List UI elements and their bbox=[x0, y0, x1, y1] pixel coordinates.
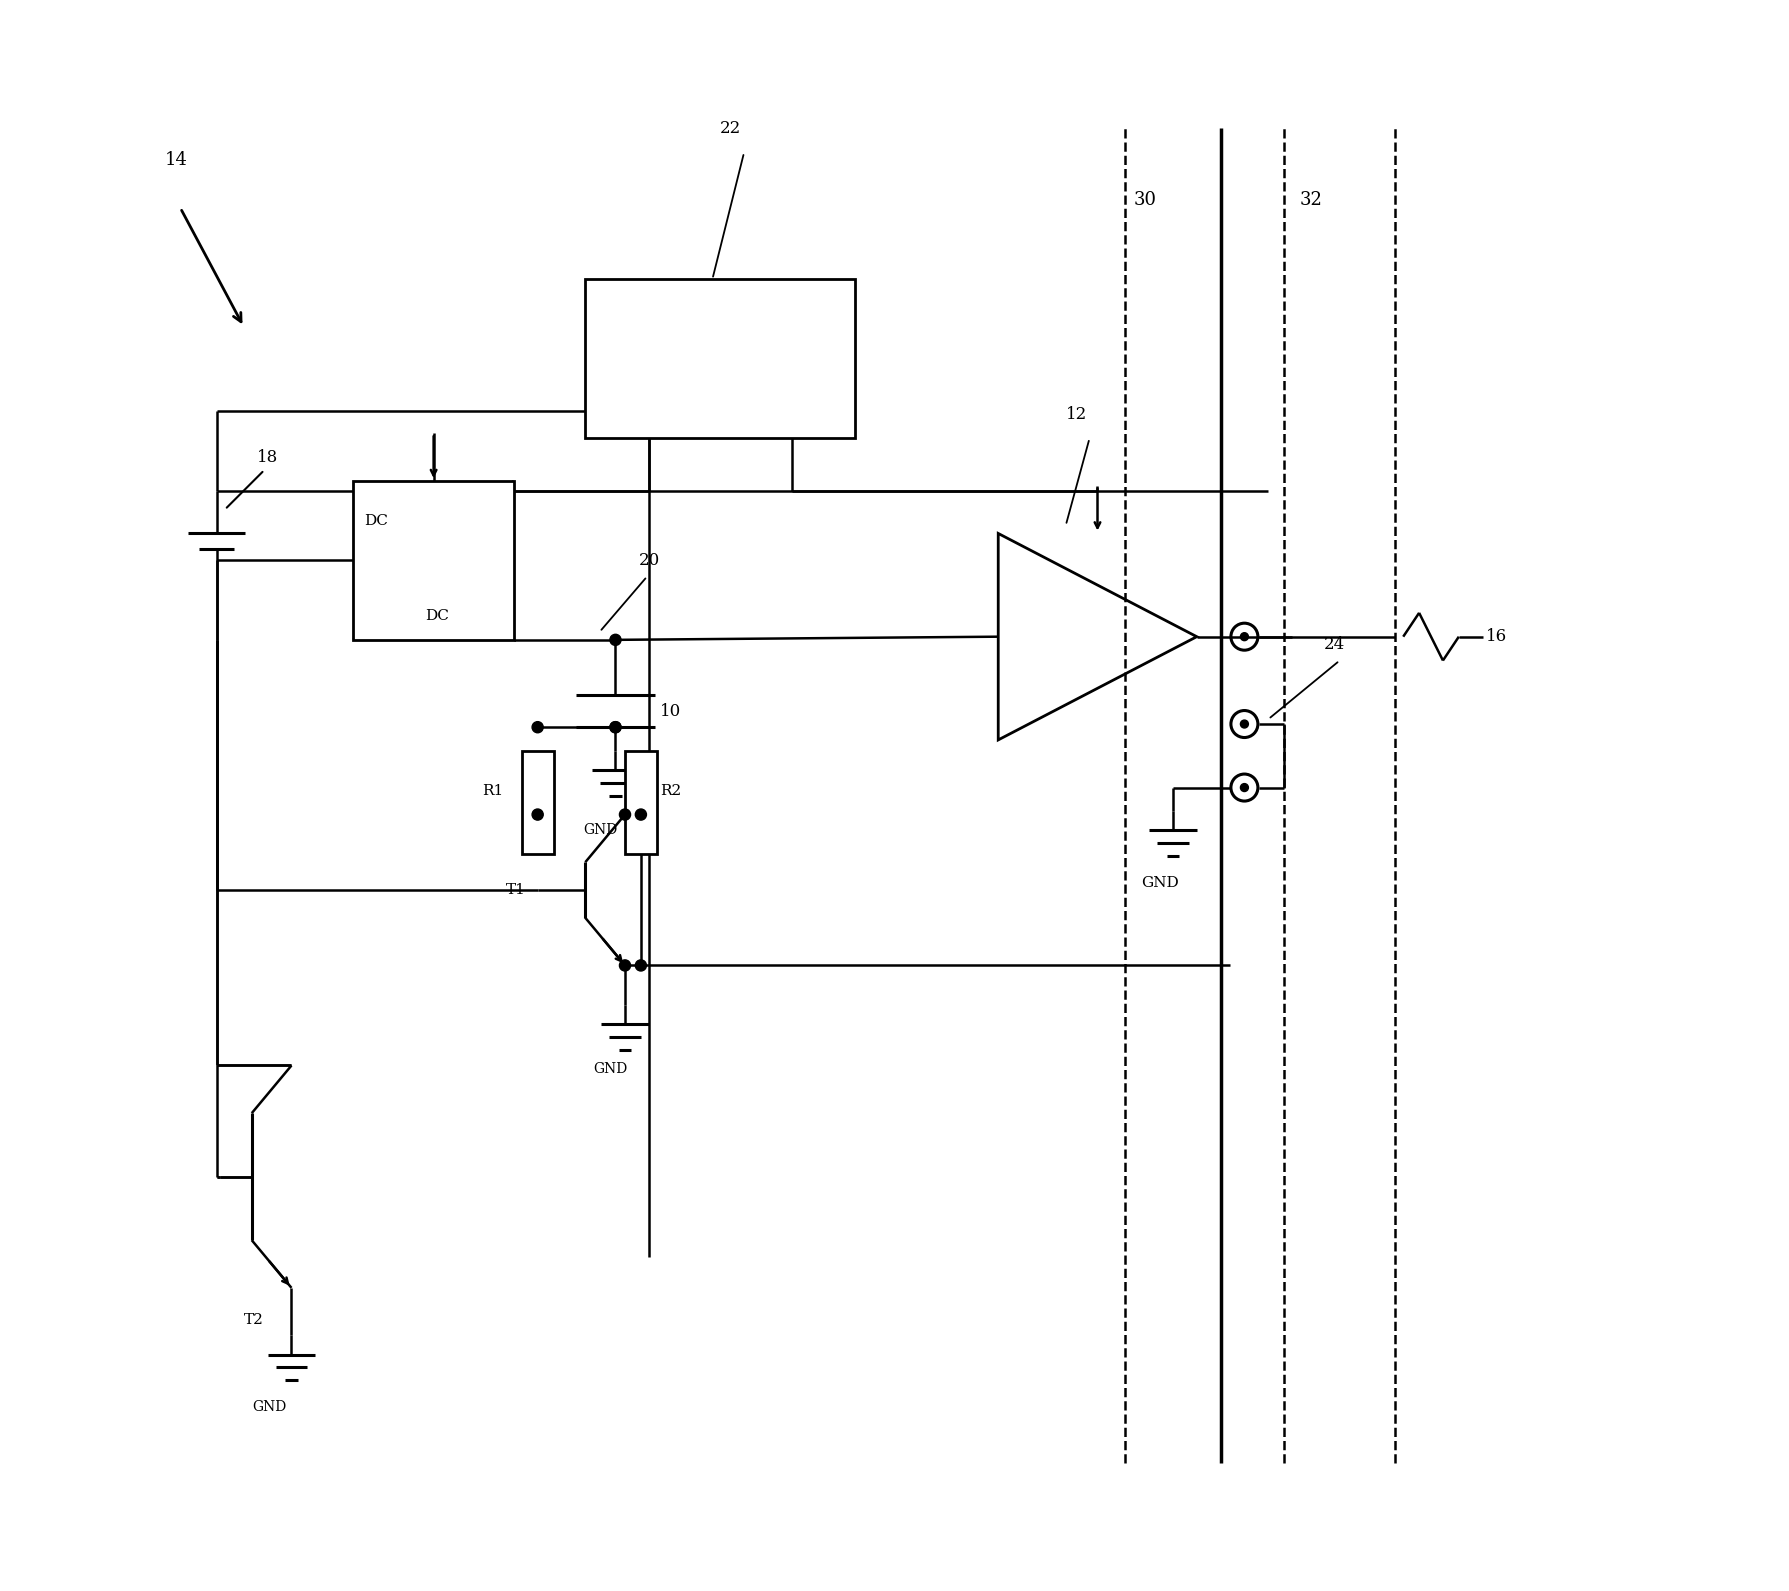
Text: GND: GND bbox=[252, 1400, 286, 1414]
Circle shape bbox=[531, 722, 542, 733]
Text: GND: GND bbox=[583, 824, 617, 837]
Circle shape bbox=[1240, 784, 1247, 792]
Text: 22: 22 bbox=[719, 119, 741, 137]
Circle shape bbox=[610, 722, 621, 733]
Circle shape bbox=[619, 808, 630, 819]
Circle shape bbox=[610, 722, 621, 733]
Circle shape bbox=[635, 959, 646, 971]
Text: R2: R2 bbox=[660, 784, 682, 797]
Text: 14: 14 bbox=[165, 151, 188, 169]
Text: 24: 24 bbox=[1324, 636, 1344, 654]
Circle shape bbox=[1240, 721, 1247, 729]
Text: 20: 20 bbox=[639, 552, 660, 570]
Text: 16: 16 bbox=[1485, 628, 1506, 646]
Circle shape bbox=[635, 808, 646, 819]
Text: GND: GND bbox=[1141, 877, 1179, 889]
Text: T1: T1 bbox=[506, 883, 526, 897]
Text: DC: DC bbox=[365, 514, 388, 528]
Circle shape bbox=[531, 808, 542, 819]
Text: GND: GND bbox=[592, 1061, 628, 1076]
Text: 32: 32 bbox=[1299, 191, 1322, 208]
Text: DC: DC bbox=[424, 609, 449, 624]
Text: T2: T2 bbox=[243, 1313, 263, 1327]
Text: 10: 10 bbox=[660, 703, 682, 719]
Bar bbox=[624, 751, 657, 854]
Circle shape bbox=[619, 959, 630, 971]
Text: 12: 12 bbox=[1064, 406, 1086, 423]
Bar bbox=[521, 751, 553, 854]
Circle shape bbox=[610, 635, 621, 646]
Bar bbox=[352, 480, 513, 640]
Text: 18: 18 bbox=[256, 449, 277, 466]
Bar bbox=[585, 280, 855, 438]
Circle shape bbox=[1240, 633, 1247, 641]
Text: 30: 30 bbox=[1132, 191, 1156, 208]
Text: R1: R1 bbox=[481, 784, 503, 797]
